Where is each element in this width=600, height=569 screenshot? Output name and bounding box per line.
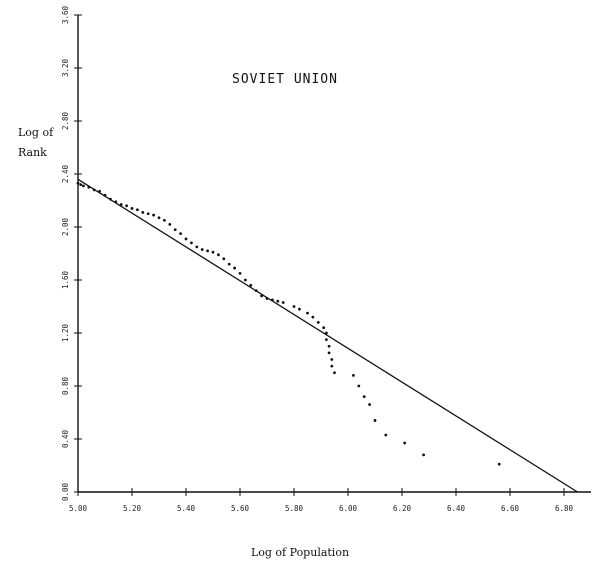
data-point — [190, 241, 193, 245]
y-tick-label: 2.80 — [61, 111, 70, 130]
data-point — [249, 283, 253, 287]
fit-line-group — [77, 178, 578, 493]
y-tick-label: 0.80 — [61, 376, 70, 395]
data-point — [152, 213, 156, 217]
data-point — [384, 433, 388, 437]
data-point — [373, 419, 377, 422]
data-point — [146, 212, 150, 216]
x-tick-label: 5.00 — [69, 504, 88, 513]
data-point — [200, 248, 204, 251]
data-point — [298, 307, 301, 311]
x-tick-label: 6.80 — [555, 504, 574, 513]
data-point — [141, 211, 145, 214]
x-tick-label: 6.00 — [339, 504, 358, 513]
data-point — [206, 249, 210, 253]
y-tick-label: 3.20 — [61, 58, 70, 77]
data-point — [271, 298, 274, 302]
data-point — [362, 395, 366, 398]
data-point — [352, 374, 355, 377]
data-point — [292, 305, 296, 308]
data-point — [333, 371, 336, 375]
data-point — [325, 338, 328, 342]
data-point — [311, 315, 315, 319]
data-point — [330, 358, 334, 361]
data-point — [168, 222, 172, 226]
data-point — [76, 181, 80, 185]
y-tick-label: 0.00 — [61, 482, 70, 501]
data-point — [82, 184, 85, 188]
axes: 5.00 5.20 5.40 5.60 5.80 6.00 6.20 6.40 6.60 6.80… — [61, 5, 591, 513]
data-point — [244, 278, 247, 282]
data-point — [130, 207, 134, 210]
data-point — [254, 289, 258, 292]
data-point — [157, 216, 161, 220]
data-point — [173, 228, 177, 232]
data-point — [184, 237, 188, 241]
y-tick-label: 1.20 — [61, 323, 70, 342]
y-axis-label: Log of Rank — [18, 123, 78, 163]
x-axis-label: Log of Population — [250, 546, 350, 559]
data-point — [163, 218, 166, 222]
data-point — [260, 294, 263, 298]
data-point — [422, 453, 425, 457]
x-tick-label: 5.20 — [123, 504, 142, 513]
data-point — [306, 311, 309, 315]
data-point — [125, 204, 128, 208]
data-point — [109, 197, 112, 201]
data-point — [98, 189, 101, 193]
data-point — [327, 344, 331, 348]
data-point — [265, 297, 269, 300]
data-point — [119, 203, 123, 206]
x-tick-label: 5.60 — [231, 504, 250, 513]
y-tick-label: 2.00 — [61, 217, 70, 236]
x-tick-label: 5.80 — [285, 504, 304, 513]
data-point — [357, 384, 361, 388]
data-point — [322, 326, 326, 330]
y-tick-label: 2.40 — [61, 164, 70, 183]
data-point — [79, 183, 83, 187]
data-point — [238, 271, 242, 275]
data-point — [276, 299, 280, 303]
data-point — [227, 262, 231, 266]
data-point — [325, 331, 328, 335]
data-point — [233, 266, 237, 270]
data-point — [403, 441, 407, 445]
y-tick-label: 0.40 — [61, 429, 70, 448]
x-tick-label: 6.40 — [447, 504, 466, 513]
x-tick-label: 5.40 — [177, 504, 196, 513]
y-tick-label: 1.60 — [61, 270, 70, 289]
data-points — [76, 181, 501, 466]
data-point — [281, 301, 285, 304]
data-point — [222, 257, 226, 261]
data-point — [114, 200, 118, 204]
data-point — [195, 245, 199, 249]
y-tick-label: 3.60 — [61, 5, 70, 24]
data-point — [87, 185, 91, 189]
chart-title: SOVIET UNION — [232, 72, 338, 87]
data-point — [368, 403, 371, 406]
x-tick-label: 6.60 — [501, 504, 520, 513]
data-point — [327, 351, 331, 355]
data-point — [103, 193, 107, 197]
data-point — [330, 364, 334, 368]
regression-line — [77, 178, 578, 493]
x-tick-label: 6.20 — [393, 504, 412, 513]
data-point — [217, 253, 220, 257]
y-axis-label-line-1: Log of — [18, 126, 54, 139]
data-point — [211, 250, 215, 254]
data-point — [92, 188, 96, 192]
data-point — [497, 462, 501, 466]
data-point — [316, 321, 320, 324]
data-point — [179, 232, 183, 236]
y-axis-label-line-2: Rank — [18, 146, 47, 159]
data-point — [136, 208, 139, 212]
